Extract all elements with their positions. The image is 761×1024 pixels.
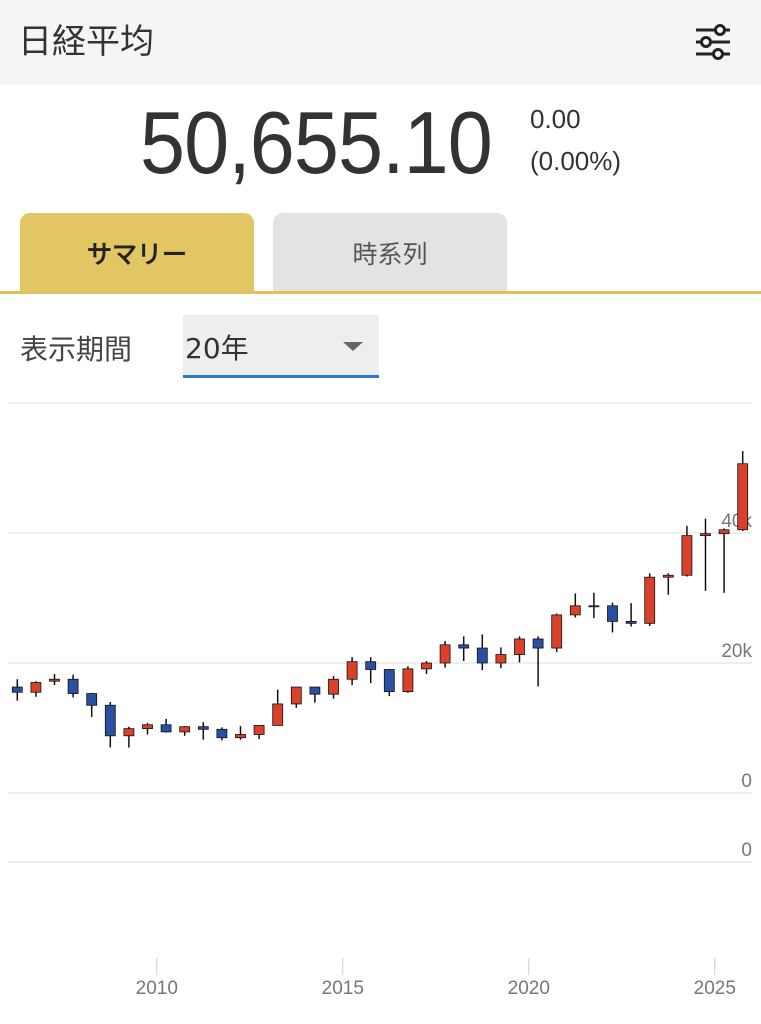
candle-body [346,661,358,680]
candle-body [662,574,674,578]
candle-body [160,724,172,733]
candle-body [309,686,321,695]
dropdown-arrow [343,342,363,351]
candle-body [514,638,525,655]
y-tick-label: 0 [741,771,752,792]
candle-body [179,726,191,733]
candle-body [476,647,488,664]
candle-body [328,678,339,695]
change-percent: (0.00%) [530,146,622,176]
candle-body [123,728,135,737]
y2-tick-label: 0 [741,840,752,861]
candle-body [421,662,432,670]
candle-body [439,644,451,664]
candle-body [551,614,563,649]
tab[interactable]: サマリー [20,213,254,292]
candle-body [569,605,581,616]
x-tick-label: 2010 [136,978,178,999]
price: 50,655.10 [140,93,493,192]
y-tick-label: 20k [721,641,752,662]
candle-body [532,638,544,649]
tab[interactable]: 時系列 [273,213,507,292]
change: 0.00 [530,104,581,134]
candle-body [67,678,79,694]
x-tick-label: 2015 [322,978,364,999]
candle-body [253,724,265,735]
x-tick-label: 2020 [508,978,550,999]
candle-body [607,605,618,622]
candle-body [49,678,60,682]
candle-body [644,576,656,624]
candle-body [235,734,246,739]
candle-body [365,661,377,670]
candle-body [383,669,395,693]
candle-body [458,644,470,649]
candle-body [30,682,42,693]
tab-underline [0,291,761,294]
candle-body [718,529,730,535]
dropdown-value: 20年 [185,332,249,365]
candle-body [272,703,284,726]
candle-body [104,704,116,737]
candle-body [216,728,228,739]
candle-body [11,686,23,693]
candle-body [737,463,749,531]
candle-body [197,726,209,730]
header-bar [0,0,761,85]
x-tick-label: 2025 [694,978,736,999]
period-label: 表示期間 [20,333,133,366]
candle-body [700,533,711,536]
candle-body [142,724,153,730]
candle-body [495,654,507,664]
settings-icon[interactable] [694,22,732,62]
page-title: 日経平均 [18,22,154,62]
candle-body [681,535,693,576]
period-dropdown[interactable]: 20年 [183,315,379,378]
candle-body [625,620,637,624]
candle-body [290,686,302,705]
candle-body [86,693,98,706]
candle-body [402,668,414,693]
candle-body [588,605,600,608]
